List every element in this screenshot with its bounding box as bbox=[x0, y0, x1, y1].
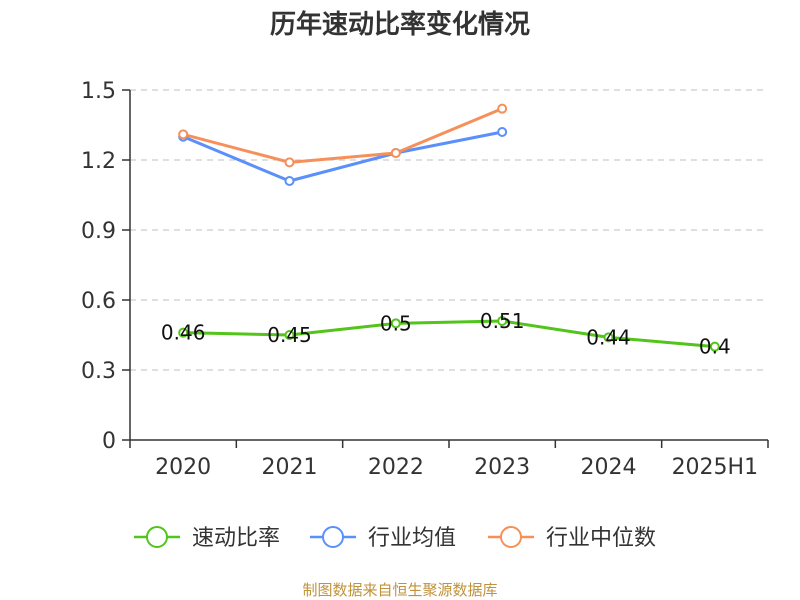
data-point bbox=[284, 157, 295, 168]
series-points bbox=[178, 103, 720, 352]
data-point bbox=[497, 127, 508, 137]
legend-marker bbox=[322, 526, 344, 548]
data-point bbox=[390, 318, 401, 329]
series-lines bbox=[182, 107, 715, 349]
data-label: 0.5 bbox=[380, 311, 412, 335]
data-point bbox=[284, 330, 295, 340]
data-point bbox=[497, 316, 508, 326]
data-point bbox=[709, 341, 720, 352]
legend-marker bbox=[146, 526, 168, 548]
x-tick-label: 2025H1 bbox=[672, 455, 759, 480]
y-tick-label: 1.5 bbox=[81, 79, 116, 104]
y-tick-label: 0.6 bbox=[81, 289, 116, 314]
x-tick-label: 2021 bbox=[262, 455, 318, 480]
chart-title: 历年速动比率变化情况 bbox=[270, 9, 530, 40]
x-tick-label: 2023 bbox=[474, 455, 530, 480]
data-point bbox=[178, 129, 189, 140]
legend-label: 行业均值 bbox=[368, 526, 456, 551]
data-point bbox=[497, 103, 508, 114]
data-label: 0.46 bbox=[161, 321, 206, 345]
y-axis-labels: 0 0.3 0.6 0.9 1.2 1.5 bbox=[81, 79, 116, 454]
series-line-2 bbox=[182, 107, 503, 164]
data-label: 0.44 bbox=[586, 325, 631, 349]
x-axis-labels: 2020 2021 2022 2023 2024 2025H1 bbox=[155, 455, 758, 480]
data-point bbox=[390, 148, 401, 158]
legend-label: 速动比率 bbox=[192, 526, 280, 551]
legend-item[interactable]: 行业中位数 bbox=[488, 526, 656, 551]
x-tick-label: 2022 bbox=[368, 455, 424, 480]
series-line-0 bbox=[183, 319, 715, 349]
legend-label: 行业中位数 bbox=[546, 526, 656, 551]
source-note: 制图数据来自恒生聚源数据库 bbox=[302, 581, 497, 599]
data-point bbox=[603, 332, 614, 343]
data-label: 0.45 bbox=[267, 323, 312, 347]
legend[interactable]: 速动比率 行业均值 行业中位数 bbox=[134, 526, 656, 551]
data-label: 0.51 bbox=[480, 309, 525, 333]
data-point bbox=[178, 327, 189, 338]
y-tick-label: 0 bbox=[102, 429, 116, 454]
legend-marker bbox=[500, 526, 522, 548]
data-point bbox=[284, 176, 295, 186]
y-tick-label: 0.9 bbox=[81, 219, 116, 244]
data-label: 0.4 bbox=[699, 335, 731, 359]
y-tick-label: 0.3 bbox=[81, 359, 116, 384]
x-tick-label: 2020 bbox=[155, 455, 211, 480]
y-tick-label: 1.2 bbox=[81, 149, 116, 174]
data-labels: 0.46 0.45 0.5 0.51 0.44 0.4 bbox=[161, 309, 731, 359]
legend-item[interactable]: 行业均值 bbox=[310, 526, 456, 551]
series-line-1 bbox=[182, 130, 503, 183]
legend-item[interactable]: 速动比率 bbox=[134, 526, 280, 551]
grid bbox=[130, 89, 768, 371]
axes bbox=[122, 89, 769, 448]
x-tick-label: 2024 bbox=[581, 455, 637, 480]
